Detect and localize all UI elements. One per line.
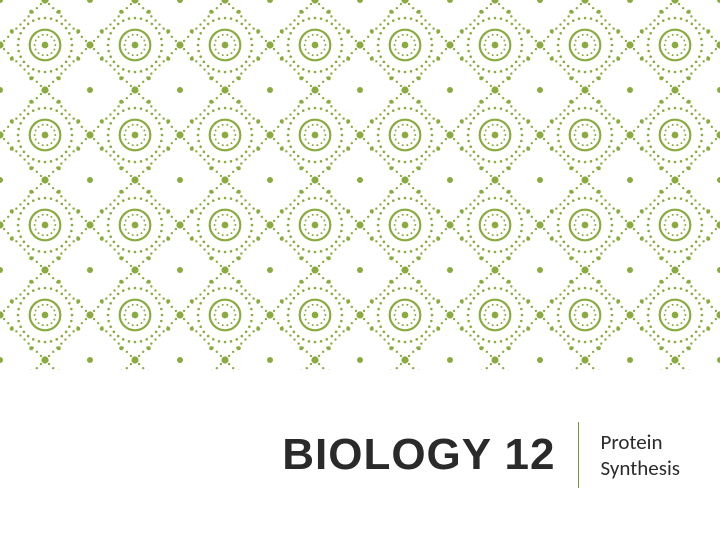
decorative-pattern	[0, 0, 720, 370]
subtitle: ProteinSynthesis	[579, 429, 681, 482]
main-title: BIOLOGY 12	[282, 430, 577, 480]
title-area: BIOLOGY 12 ProteinSynthesis	[0, 370, 720, 540]
